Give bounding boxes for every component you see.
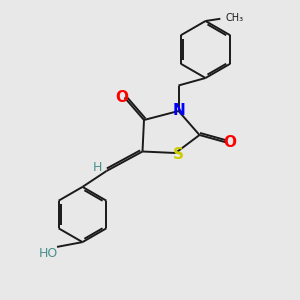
Text: N: N (173, 103, 185, 118)
Text: H: H (93, 161, 102, 174)
Text: O: O (224, 135, 237, 150)
Text: HO: HO (38, 247, 58, 260)
Text: O: O (116, 90, 129, 105)
Text: S: S (172, 147, 183, 162)
Text: CH₃: CH₃ (226, 13, 244, 23)
